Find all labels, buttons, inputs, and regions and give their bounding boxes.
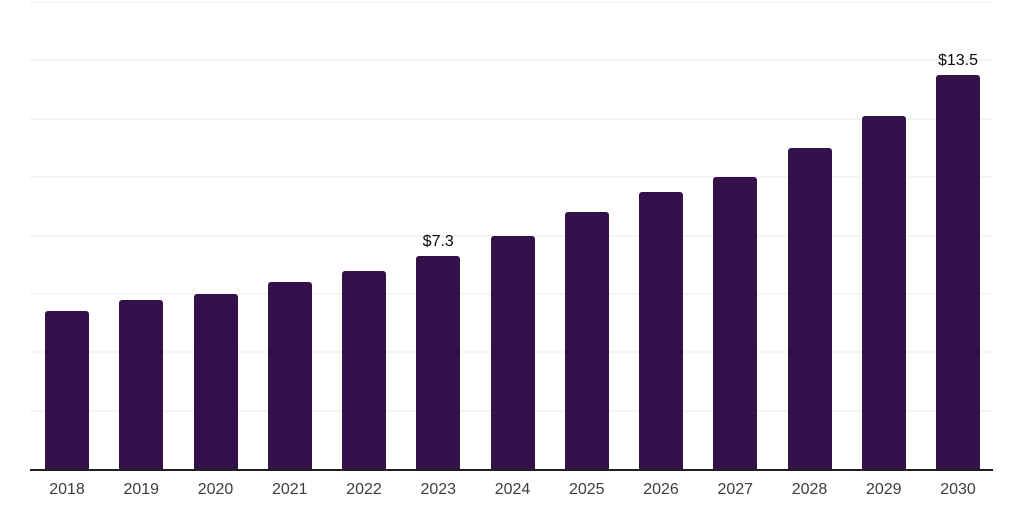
x-label-2022: 2022 [346,481,382,498]
gridline-10 [30,176,993,179]
bar-2028 [787,147,832,469]
value-label-2023: $7.3 [422,232,454,250]
bar-2026 [639,191,683,469]
x-label-2029: 2029 [865,481,902,498]
plot-area: $7.3 $13.5 [30,1,993,471]
x-label-2021: 2021 [271,481,308,498]
x-label-2018: 2018 [49,481,85,498]
x-axis-labels: 2018 2019 2020 2021 2022 2023 2024 2025 2026 2027… [30,480,993,499]
bar-2029 [861,115,906,469]
x-label-2025: 2025 [568,481,605,498]
bar-chart: $7.3 $13.5 2018 2019 2020 2021 2022 2023 2024 20… [30,1,993,499]
x-label-2020: 2020 [197,481,234,498]
bar-2030: $13.5 [936,52,980,469]
x-label-2023: 2023 [420,481,457,498]
bar-2025 [564,212,609,469]
gridline-14 [30,59,993,62]
value-label-2030: $13.5 [937,51,979,69]
bar-2018 [45,311,89,469]
x-label-2030: 2030 [940,481,976,498]
bar-2027 [713,177,758,469]
gridline-12 [30,117,993,120]
x-label-2028: 2028 [791,481,828,498]
x-label-2026: 2026 [643,481,679,498]
bar-2019 [119,299,164,469]
bars: $7.3 $13.5 [30,2,993,469]
bar-2020 [193,293,238,469]
bar-2022 [342,270,386,469]
bar-2021 [267,282,312,469]
gridline-16 [30,1,993,3]
bar-2023: $7.3 [416,233,461,469]
x-label-2027: 2027 [717,481,754,498]
x-label-2024: 2024 [494,481,531,498]
x-label-2019: 2019 [123,481,160,498]
bar-2024 [490,235,535,469]
